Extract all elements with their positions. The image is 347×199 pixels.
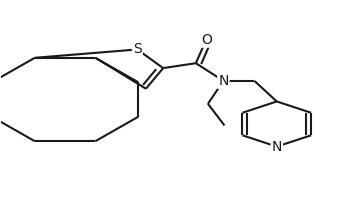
- Text: O: O: [201, 33, 212, 47]
- Text: N: N: [272, 139, 282, 154]
- Text: N: N: [218, 74, 229, 88]
- Text: S: S: [133, 42, 142, 57]
